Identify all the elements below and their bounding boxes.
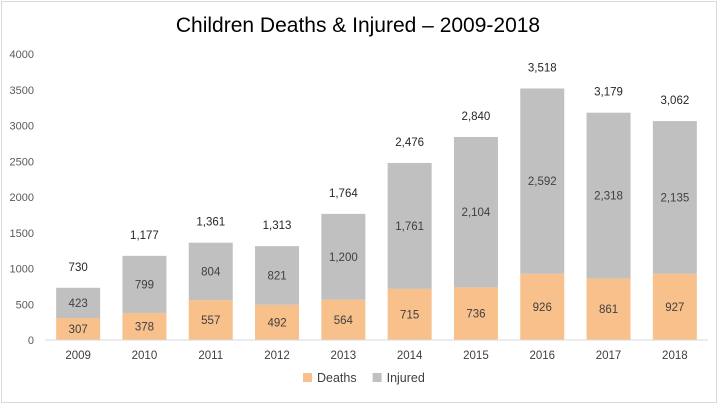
- legend-swatch-injured: [372, 373, 382, 382]
- bar-injured-2016: [520, 88, 565, 274]
- data-label-deaths: 736: [466, 309, 485, 321]
- data-label-deaths: 378: [135, 321, 154, 333]
- bar-injured-2014: [387, 162, 432, 289]
- x-tick-label: 2018: [662, 350, 688, 362]
- x-tick-label: 2017: [596, 350, 622, 362]
- bar-injured-2010: [122, 255, 167, 313]
- legend: Deaths Injured: [303, 371, 425, 385]
- x-axis: 2009 2010 2011 2012 2013 2014 2015 2016 2017 2018: [45, 339, 708, 362]
- bar-deaths-2016: [520, 273, 565, 340]
- bar-injured-2009: [56, 287, 101, 319]
- legend-label-deaths: Deaths: [317, 371, 357, 385]
- data-label-deaths: 715: [400, 309, 419, 321]
- total-label: 3,062: [660, 95, 689, 107]
- y-tick-label: 500: [16, 299, 34, 311]
- x-tick-label: 2013: [331, 350, 357, 362]
- x-tick-label: 2014: [397, 350, 423, 362]
- data-label-injured: 1,761: [395, 221, 424, 233]
- y-tick-label: 0: [28, 335, 34, 347]
- total-label: 1,177: [130, 230, 159, 242]
- bars: 307 423 730 378 799 1,177 557 804 1,361 492 821 1,3…: [56, 62, 697, 340]
- bar-deaths-2018: [652, 273, 697, 340]
- data-label-injured: 821: [267, 270, 286, 282]
- bar-deaths-2015: [453, 287, 498, 340]
- bar-injured-2013: [321, 213, 366, 300]
- bar-deaths-2013: [321, 299, 366, 340]
- data-label-deaths: 307: [69, 324, 88, 336]
- total-label: 3,518: [528, 62, 557, 74]
- data-label-deaths: 557: [201, 315, 220, 327]
- bar-deaths-2011: [188, 300, 233, 340]
- y-tick-label: 1000: [10, 264, 34, 276]
- data-label-deaths: 861: [599, 304, 618, 316]
- data-label-deaths: 564: [334, 315, 354, 327]
- bar-injured-2018: [652, 121, 697, 274]
- x-tick-label: 2009: [65, 350, 91, 362]
- bar-deaths-2009: [56, 318, 101, 340]
- bar-deaths-2010: [122, 312, 167, 340]
- y-tick-label: 1500: [10, 228, 34, 240]
- legend-swatch-deaths: [303, 373, 312, 382]
- data-label-deaths: 927: [665, 302, 684, 314]
- chart-title: Children Deaths & Injured – 2009-2018: [175, 14, 541, 37]
- y-axis: 0 500 1000 1500 2000 2500 3000 3500 4000: [10, 49, 34, 347]
- total-label: 2,840: [462, 111, 491, 123]
- y-tick-label: 4000: [10, 49, 34, 61]
- data-label-injured: 799: [135, 279, 154, 291]
- bar-deaths-2012: [255, 304, 300, 340]
- x-tick-label: 2011: [198, 350, 223, 362]
- data-label-injured: 423: [69, 298, 88, 310]
- bar-injured-2017: [586, 112, 631, 279]
- total-label: 1,361: [196, 217, 225, 229]
- data-label-injured: 2,135: [660, 192, 689, 204]
- total-label: 1,313: [263, 220, 292, 232]
- bar-injured-2015: [453, 136, 498, 288]
- y-tick-label: 2000: [10, 192, 34, 204]
- x-tick-label: 2012: [264, 350, 290, 362]
- x-tick-label: 2015: [463, 350, 489, 362]
- bar-deaths-2014: [387, 288, 432, 340]
- total-label: 2,476: [395, 137, 424, 149]
- x-tick-label: 2016: [529, 350, 555, 362]
- total-label: 1,764: [329, 188, 358, 200]
- data-label-deaths: 492: [267, 317, 286, 329]
- data-label-injured: 804: [201, 266, 221, 278]
- total-label: 3,179: [594, 87, 623, 99]
- bar-deaths-2017: [586, 278, 631, 340]
- bar-injured-2011: [188, 242, 233, 301]
- data-label-injured: 2,318: [594, 191, 623, 203]
- data-label-deaths: 926: [533, 302, 552, 314]
- legend-label-injured: Injured: [387, 371, 425, 385]
- x-tick-label: 2010: [132, 350, 158, 362]
- bar-injured-2012: [255, 246, 300, 305]
- total-label: 730: [69, 262, 88, 274]
- y-tick-label: 2500: [10, 156, 34, 168]
- data-label-injured: 2,104: [462, 207, 491, 219]
- data-label-injured: 2,592: [528, 176, 557, 188]
- y-tick-label: 3500: [10, 85, 34, 97]
- y-tick-label: 3000: [10, 121, 34, 133]
- data-label-injured: 1,200: [329, 252, 358, 264]
